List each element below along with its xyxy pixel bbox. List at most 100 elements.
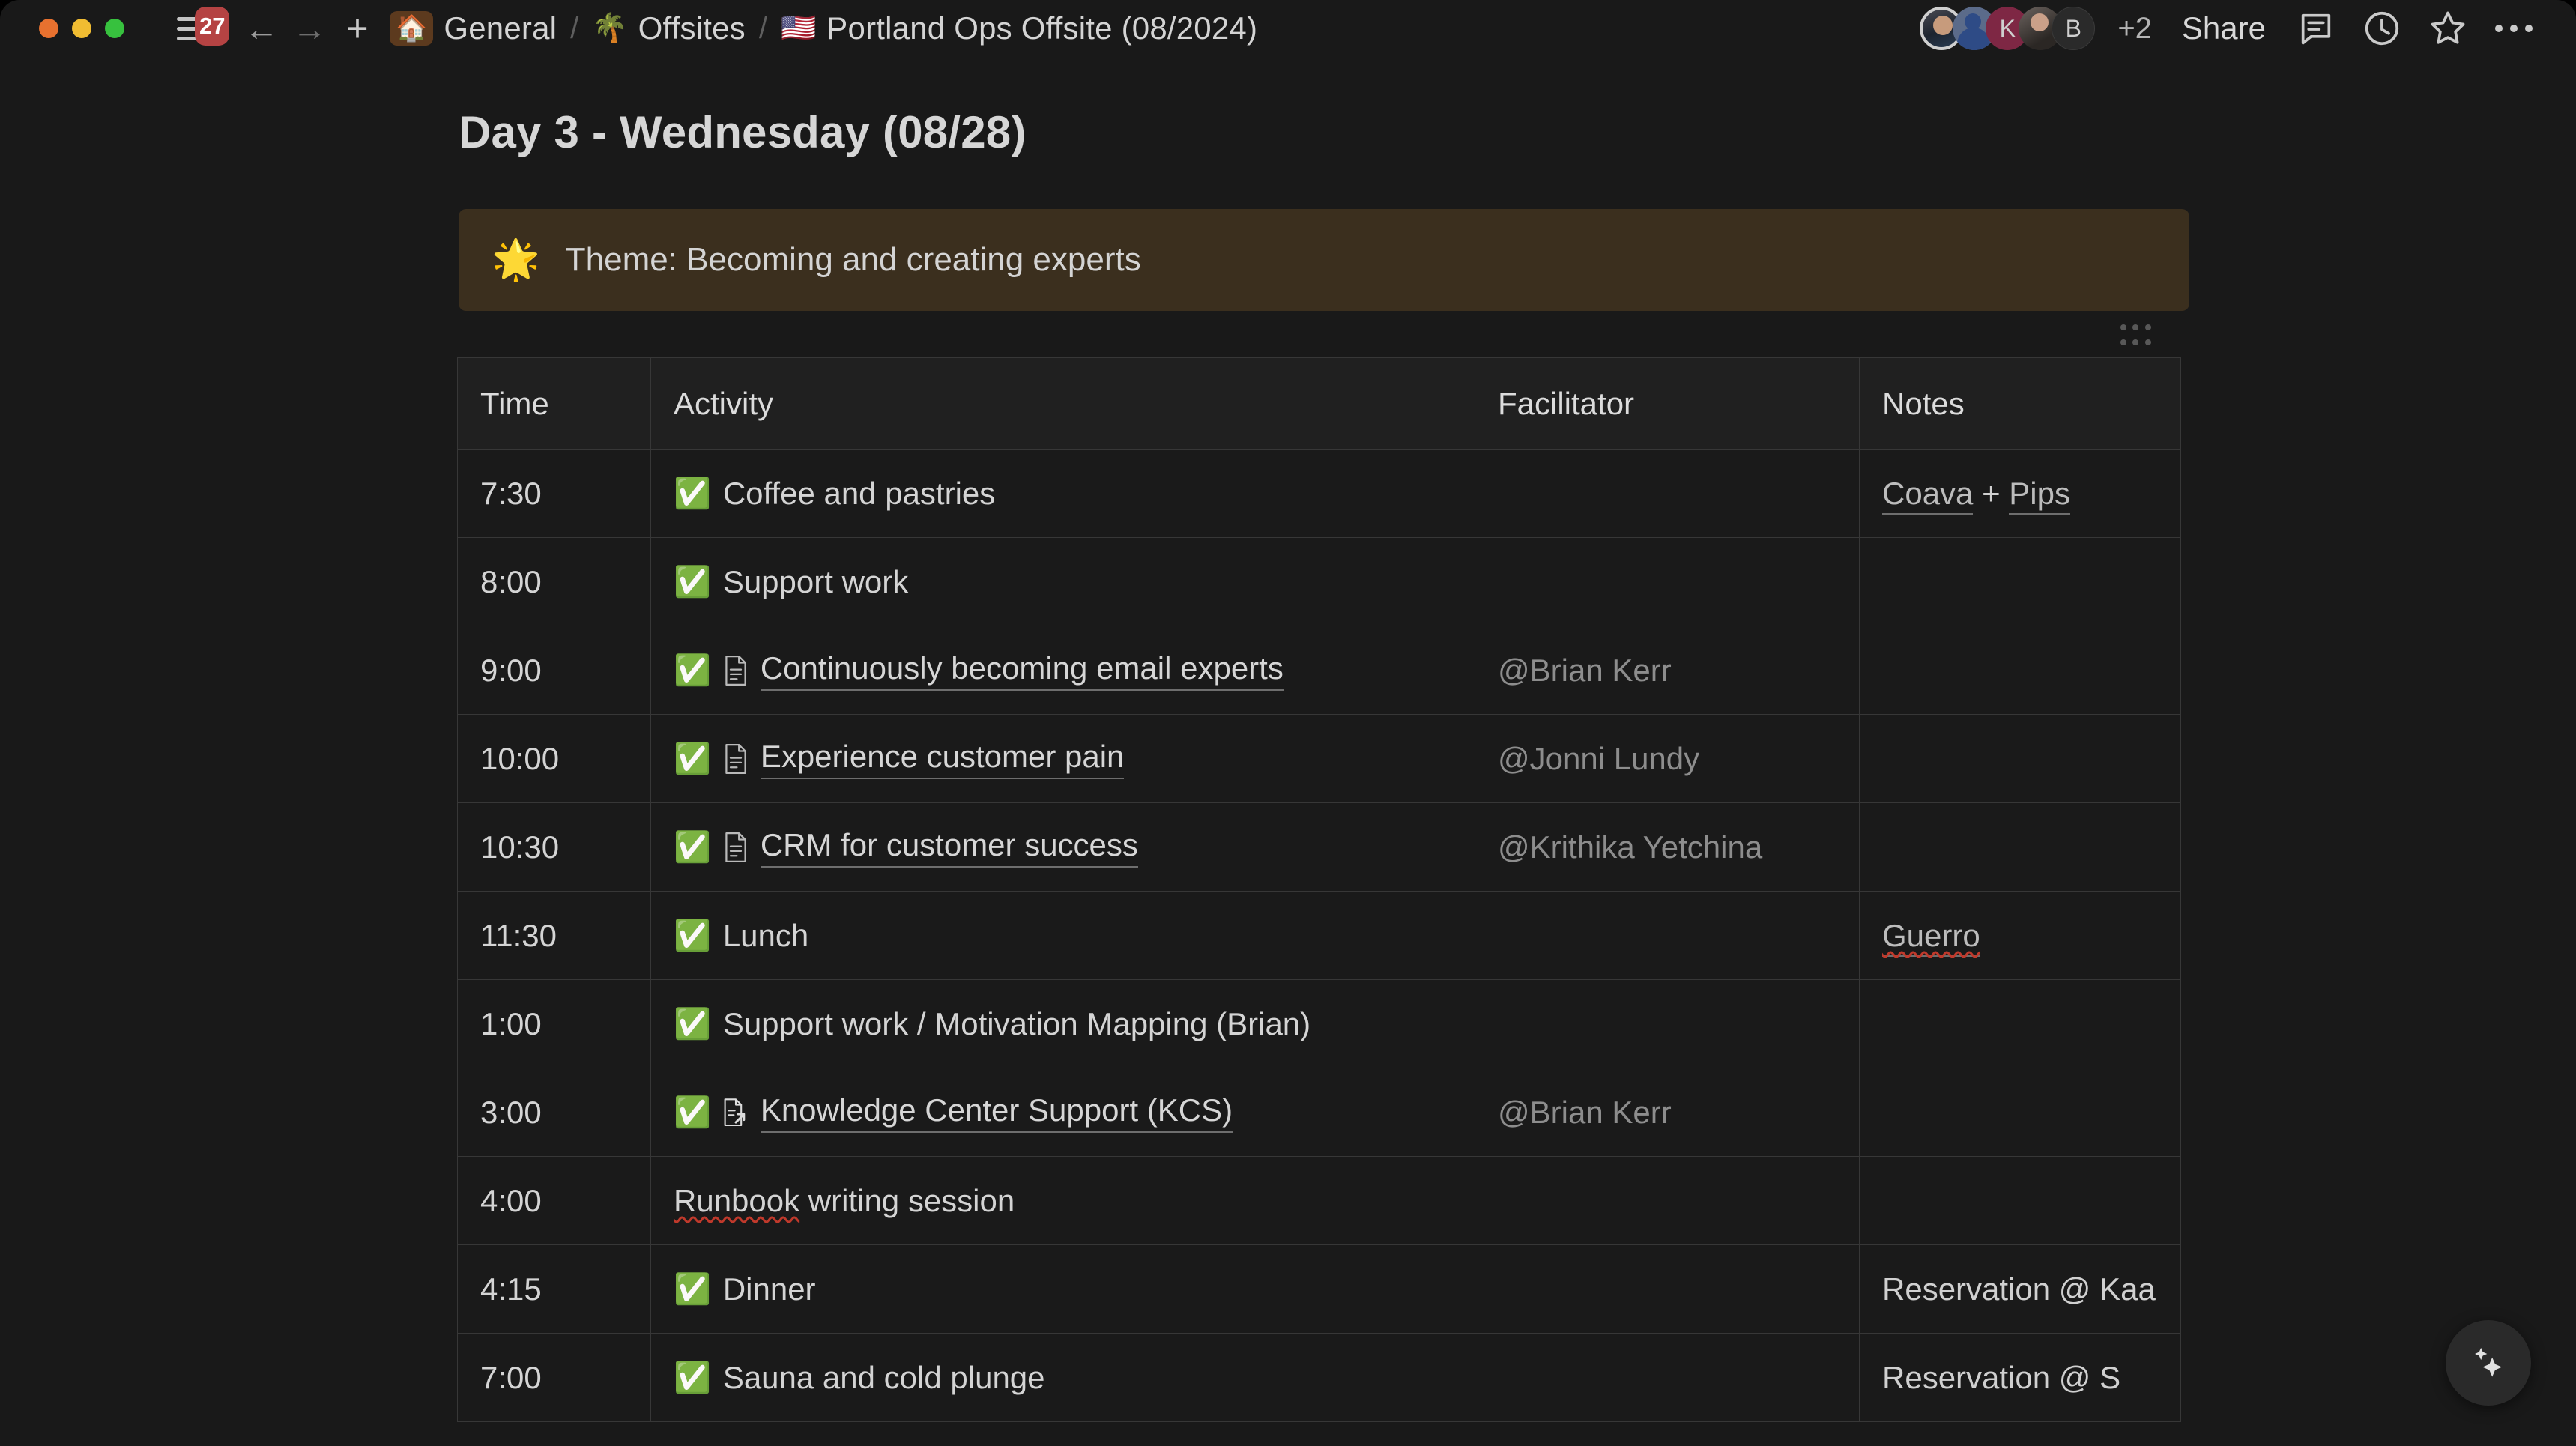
- cell-activity[interactable]: ✅ CRM for customer success: [650, 802, 1475, 892]
- table-row[interactable]: 7:30 ✅ Coffee and pastries Coava + Pips: [457, 449, 2181, 538]
- cell-notes[interactable]: [1859, 714, 2181, 803]
- cell-activity[interactable]: ✅ Experience customer pain: [650, 714, 1475, 803]
- table-row[interactable]: 8:00 ✅ Support work: [457, 537, 2181, 626]
- table-row[interactable]: 3:00 ✅ Knowledge Center Support (KCS) @Bria…: [457, 1068, 2181, 1157]
- document-link-icon[interactable]: [723, 1097, 749, 1128]
- cell-notes[interactable]: [1859, 1156, 2181, 1245]
- agenda-table: Time Activity Facilitator Notes 7:30 ✅ Cof…: [457, 357, 2181, 1422]
- cell-activity[interactable]: ✅ Support work / Motivation Mapping (Bria…: [650, 979, 1475, 1068]
- table-row[interactable]: 7:00 ✅ Sauna and cold plunge Reservation @ …: [457, 1333, 2181, 1422]
- cell-activity[interactable]: ✅ Lunch: [650, 891, 1475, 980]
- back-button[interactable]: ←: [244, 9, 279, 48]
- cell-activity[interactable]: ✅ Support work: [650, 537, 1475, 626]
- close-window-button[interactable]: [39, 19, 58, 38]
- time-value: 11:30: [480, 917, 557, 953]
- cell-time[interactable]: 10:00: [457, 714, 651, 803]
- forward-button[interactable]: →: [292, 9, 327, 48]
- cell-notes[interactable]: Reservation @ S: [1859, 1333, 2181, 1422]
- cell-time[interactable]: 4:15: [457, 1244, 651, 1334]
- cell-notes[interactable]: [1859, 802, 2181, 892]
- history-icon[interactable]: [2353, 0, 2411, 58]
- activity-label[interactable]: Continuously becoming email experts: [760, 650, 1284, 691]
- notification-count-badge[interactable]: 27: [195, 7, 230, 46]
- cell-facilitator[interactable]: @Krithika Yetchina: [1475, 802, 1860, 892]
- minimize-window-button[interactable]: [72, 19, 91, 38]
- cell-notes[interactable]: Coava + Pips: [1859, 449, 2181, 538]
- table-row[interactable]: 4:15 ✅ Dinner Reservation @ Kaa: [457, 1244, 2181, 1334]
- cell-time[interactable]: 3:00: [457, 1068, 651, 1157]
- sidebar-toggle-icon[interactable]: 27: [177, 7, 230, 46]
- cell-facilitator[interactable]: [1475, 1156, 1860, 1245]
- cell-time[interactable]: 7:30: [457, 449, 651, 538]
- user-mention[interactable]: @Krithika Yetchina: [1498, 829, 1763, 865]
- cell-facilitator[interactable]: @Brian Kerr: [1475, 1068, 1860, 1157]
- star-icon[interactable]: [2419, 0, 2477, 58]
- cell-activity[interactable]: ✅ Dinner: [650, 1244, 1475, 1334]
- cell-facilitator[interactable]: [1475, 1244, 1860, 1334]
- cell-facilitator[interactable]: @Brian Kerr: [1475, 626, 1860, 715]
- comment-icon[interactable]: [2287, 0, 2345, 58]
- avatar[interactable]: K: [1986, 7, 2030, 50]
- cell-time[interactable]: 7:00: [457, 1333, 651, 1422]
- breadcrumb-item-offsites[interactable]: 🌴 Offsites: [592, 10, 746, 46]
- cell-time[interactable]: 4:00: [457, 1156, 651, 1245]
- theme-callout[interactable]: 🌟 Theme: Becoming and creating experts: [459, 209, 2189, 311]
- table-row[interactable]: 10:00 ✅ Experience customer pain @Jonni Lun…: [457, 714, 2181, 803]
- user-mention[interactable]: @Brian Kerr: [1498, 652, 1672, 688]
- document-icon[interactable]: [723, 743, 749, 775]
- cell-facilitator[interactable]: [1475, 449, 1860, 538]
- table-drag-handle-icon[interactable]: [2120, 324, 2153, 350]
- user-mention[interactable]: @Brian Kerr: [1498, 1094, 1672, 1130]
- cell-notes[interactable]: [1859, 537, 2181, 626]
- share-button[interactable]: Share: [2181, 10, 2266, 46]
- cell-activity[interactable]: ✅ Coffee and pastries: [650, 449, 1475, 538]
- cell-facilitator[interactable]: [1475, 979, 1860, 1068]
- activity-label[interactable]: Knowledge Center Support (KCS): [760, 1092, 1233, 1133]
- cell-notes[interactable]: [1859, 1068, 2181, 1157]
- cell-facilitator[interactable]: @Jonni Lundy: [1475, 714, 1860, 803]
- cell-time[interactable]: 1:00: [457, 979, 651, 1068]
- avatar[interactable]: [1953, 7, 1997, 50]
- table-row[interactable]: 9:00 ✅ Continuously becoming email experts…: [457, 626, 2181, 715]
- cell-notes[interactable]: Guerro: [1859, 891, 2181, 980]
- table-row[interactable]: 1:00 ✅ Support work / Motivation Mapping (…: [457, 979, 2181, 1068]
- cell-facilitator[interactable]: [1475, 891, 1860, 980]
- more-options-icon[interactable]: [2485, 0, 2543, 58]
- avatar-overflow-count[interactable]: +2: [2117, 11, 2152, 45]
- cell-activity[interactable]: ✅ Sauna and cold plunge: [650, 1333, 1475, 1422]
- cell-notes[interactable]: [1859, 979, 2181, 1068]
- avatar[interactable]: B: [2052, 7, 2096, 50]
- table-row[interactable]: 11:30 ✅ Lunch Guerro: [457, 891, 2181, 980]
- cell-time[interactable]: 9:00: [457, 626, 651, 715]
- user-mention[interactable]: @Jonni Lundy: [1498, 740, 1700, 776]
- cell-notes[interactable]: Reservation @ Kaa: [1859, 1244, 2181, 1334]
- activity-label[interactable]: CRM for customer success: [760, 827, 1138, 868]
- ai-sparkle-button[interactable]: [2446, 1320, 2531, 1406]
- cell-time[interactable]: 11:30: [457, 891, 651, 980]
- cell-activity[interactable]: ✅ Knowledge Center Support (KCS): [650, 1068, 1475, 1157]
- cell-facilitator[interactable]: [1475, 537, 1860, 626]
- cell-time[interactable]: 10:30: [457, 802, 651, 892]
- note-link[interactable]: Pips: [2009, 475, 2070, 515]
- column-header-activity[interactable]: Activity: [650, 357, 1475, 450]
- maximize-window-button[interactable]: [105, 19, 124, 38]
- breadcrumb-item-current-page[interactable]: 🇺🇸 Portland Ops Offsite (08/2024): [781, 10, 1257, 46]
- cell-activity[interactable]: ✅ Continuously becoming email experts: [650, 626, 1475, 715]
- note-link[interactable]: Coava: [1882, 475, 1974, 515]
- activity-label[interactable]: Experience customer pain: [760, 739, 1125, 779]
- new-page-button[interactable]: +: [346, 7, 369, 49]
- collaborator-avatars[interactable]: K B: [1920, 7, 2096, 50]
- table-row[interactable]: 4:00 Runbook writing session: [457, 1156, 2181, 1245]
- breadcrumb-item-general[interactable]: 🏠 General: [390, 10, 557, 46]
- column-header-facilitator[interactable]: Facilitator: [1475, 357, 1860, 450]
- column-header-time[interactable]: Time: [457, 357, 651, 450]
- document-icon[interactable]: [723, 832, 749, 863]
- cell-facilitator[interactable]: [1475, 1333, 1860, 1422]
- table-row[interactable]: 10:30 ✅ CRM for customer success @Krithika …: [457, 802, 2181, 892]
- note-link-misspelled[interactable]: Guerro: [1882, 917, 1980, 957]
- cell-activity[interactable]: Runbook writing session: [650, 1156, 1475, 1245]
- cell-time[interactable]: 8:00: [457, 537, 651, 626]
- column-header-notes[interactable]: Notes: [1859, 357, 2181, 450]
- document-icon[interactable]: [723, 655, 749, 686]
- cell-notes[interactable]: [1859, 626, 2181, 715]
